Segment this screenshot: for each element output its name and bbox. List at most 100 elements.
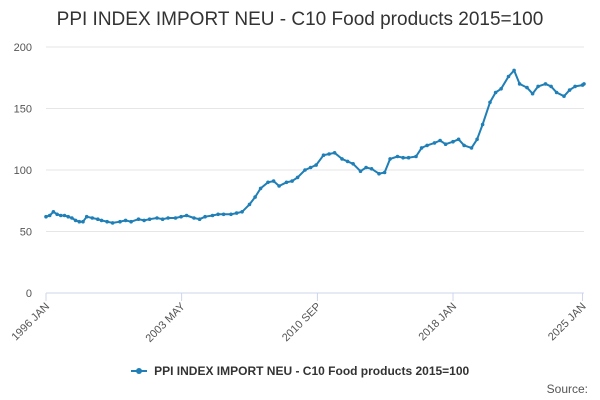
- data-point[interactable]: [51, 210, 56, 214]
- data-point[interactable]: [173, 216, 178, 220]
- data-point[interactable]: [271, 179, 276, 183]
- data-point[interactable]: [62, 213, 67, 218]
- data-point[interactable]: [443, 142, 448, 146]
- data-point[interactable]: [147, 217, 152, 221]
- data-point[interactable]: [432, 141, 437, 145]
- data-point[interactable]: [340, 157, 344, 161]
- data-point[interactable]: [425, 143, 429, 148]
- data-point[interactable]: [562, 94, 566, 98]
- data-point[interactable]: [70, 216, 74, 220]
- series-line[interactable]: [45, 69, 585, 224]
- data-point[interactable]: [184, 213, 189, 218]
- data-point[interactable]: [369, 167, 374, 171]
- data-point[interactable]: [438, 138, 442, 143]
- data-point[interactable]: [179, 214, 183, 219]
- data-point[interactable]: [395, 154, 400, 159]
- data-point[interactable]: [73, 218, 78, 223]
- data-point[interactable]: [266, 180, 270, 185]
- data-point[interactable]: [197, 217, 202, 221]
- data-point[interactable]: [295, 175, 300, 180]
- data-point[interactable]: [506, 74, 511, 79]
- y-tick-label: 100: [14, 165, 32, 177]
- data-point[interactable]: [216, 212, 220, 217]
- data-point[interactable]: [118, 219, 122, 224]
- data-point[interactable]: [192, 216, 196, 220]
- y-tick-label: 200: [14, 42, 32, 54]
- data-point[interactable]: [234, 211, 239, 215]
- data-point[interactable]: [345, 159, 350, 164]
- data-point[interactable]: [47, 213, 52, 218]
- data-point[interactable]: [469, 146, 474, 150]
- y-tick-label: 50: [20, 227, 32, 239]
- data-point[interactable]: [155, 216, 159, 220]
- data-point[interactable]: [401, 155, 405, 160]
- data-point[interactable]: [240, 210, 244, 214]
- data-point[interactable]: [480, 122, 485, 127]
- data-point[interactable]: [332, 151, 337, 155]
- data-point[interactable]: [377, 171, 381, 176]
- data-point[interactable]: [258, 186, 263, 191]
- data-point[interactable]: [499, 87, 503, 91]
- data-point[interactable]: [419, 146, 424, 150]
- data-point[interactable]: [77, 219, 82, 224]
- data-point[interactable]: [573, 84, 577, 89]
- data-point[interactable]: [512, 68, 516, 73]
- data-point[interactable]: [44, 214, 48, 219]
- data-point[interactable]: [284, 180, 289, 185]
- data-point[interactable]: [203, 214, 207, 219]
- data-point[interactable]: [517, 82, 522, 86]
- data-point[interactable]: [247, 202, 252, 207]
- data-point[interactable]: [406, 155, 411, 160]
- data-point[interactable]: [308, 165, 313, 170]
- data-point[interactable]: [123, 218, 128, 223]
- data-point[interactable]: [166, 216, 170, 220]
- data-point[interactable]: [321, 153, 326, 157]
- data-point[interactable]: [229, 212, 233, 217]
- data-point[interactable]: [462, 143, 466, 148]
- data-point[interactable]: [388, 157, 392, 161]
- data-point[interactable]: [129, 219, 133, 224]
- data-point[interactable]: [136, 217, 141, 221]
- data-point[interactable]: [105, 219, 109, 224]
- data-point[interactable]: [554, 90, 559, 95]
- data-point[interactable]: [493, 90, 498, 95]
- legend-label[interactable]: PPI INDEX IMPORT NEU - C10 Food products…: [154, 364, 470, 378]
- data-point[interactable]: [475, 137, 479, 142]
- legend[interactable]: PPI INDEX IMPORT NEU - C10 Food products…: [0, 364, 600, 378]
- data-point[interactable]: [382, 170, 387, 175]
- data-point[interactable]: [59, 213, 63, 218]
- data-point[interactable]: [549, 84, 553, 89]
- data-point[interactable]: [303, 168, 307, 172]
- data-point[interactable]: [160, 217, 165, 221]
- data-point[interactable]: [414, 154, 418, 159]
- data-point[interactable]: [142, 218, 146, 223]
- data-point[interactable]: [277, 184, 281, 188]
- data-point[interactable]: [351, 162, 355, 166]
- data-point[interactable]: [253, 195, 257, 199]
- data-point[interactable]: [364, 165, 368, 170]
- data-point[interactable]: [221, 212, 226, 217]
- data-point[interactable]: [81, 219, 85, 224]
- data-point[interactable]: [451, 139, 455, 144]
- data-point[interactable]: [210, 213, 215, 218]
- y-axis: 0 50 100 150 200: [14, 42, 32, 300]
- data-point[interactable]: [536, 84, 540, 89]
- data-point[interactable]: [110, 221, 115, 225]
- data-point[interactable]: [99, 218, 104, 223]
- data-point[interactable]: [567, 88, 572, 92]
- data-point[interactable]: [290, 179, 294, 183]
- data-point[interactable]: [358, 169, 363, 173]
- data-point[interactable]: [96, 217, 100, 221]
- data-point[interactable]: [456, 137, 461, 142]
- data-point[interactable]: [525, 85, 529, 90]
- data-point[interactable]: [582, 82, 586, 86]
- data-point[interactable]: [543, 82, 548, 86]
- data-point[interactable]: [55, 212, 59, 217]
- data-point[interactable]: [90, 216, 95, 220]
- data-point[interactable]: [314, 163, 318, 167]
- data-point[interactable]: [327, 152, 331, 156]
- data-point[interactable]: [66, 214, 70, 219]
- data-point[interactable]: [488, 100, 492, 105]
- data-point[interactable]: [530, 91, 535, 96]
- data-point[interactable]: [84, 214, 89, 219]
